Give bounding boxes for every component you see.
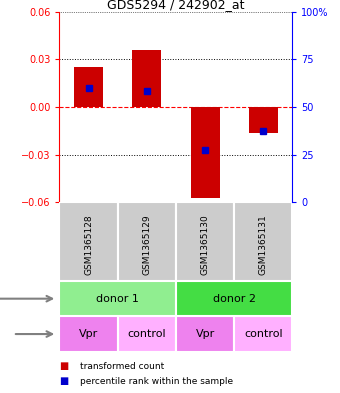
- Bar: [176, 281, 292, 316]
- Text: transformed count: transformed count: [80, 362, 164, 371]
- Text: donor 2: donor 2: [213, 294, 256, 304]
- Bar: [118, 202, 176, 281]
- Bar: [190, 107, 220, 198]
- Text: GSM1365131: GSM1365131: [259, 214, 268, 275]
- Text: control: control: [128, 329, 166, 339]
- Text: ■: ■: [59, 376, 69, 386]
- Text: GSM1365129: GSM1365129: [142, 214, 151, 275]
- Text: percentile rank within the sample: percentile rank within the sample: [80, 377, 233, 386]
- Bar: [59, 316, 118, 352]
- Bar: [176, 202, 234, 281]
- Text: GSM1365128: GSM1365128: [84, 214, 93, 275]
- Bar: [249, 107, 278, 132]
- Text: Vpr: Vpr: [195, 329, 215, 339]
- Bar: [234, 316, 292, 352]
- Text: ■: ■: [59, 361, 69, 371]
- Bar: [118, 316, 176, 352]
- Text: Vpr: Vpr: [79, 329, 98, 339]
- Bar: [59, 202, 118, 281]
- Title: GDS5294 / 242902_at: GDS5294 / 242902_at: [107, 0, 245, 11]
- Bar: [74, 67, 103, 107]
- Bar: [132, 50, 161, 107]
- Text: donor 1: donor 1: [96, 294, 139, 304]
- Bar: [176, 316, 234, 352]
- Bar: [59, 281, 176, 316]
- Text: GSM1365130: GSM1365130: [201, 214, 209, 275]
- Bar: [234, 202, 292, 281]
- Text: control: control: [244, 329, 283, 339]
